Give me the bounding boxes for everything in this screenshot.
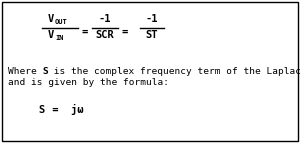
Text: -1: -1 bbox=[146, 14, 158, 24]
Text: V: V bbox=[48, 14, 54, 24]
Text: S: S bbox=[38, 105, 44, 115]
Text: ST: ST bbox=[146, 30, 158, 40]
Text: is the complex frequency term of the Laplace transform: is the complex frequency term of the Lap… bbox=[48, 67, 300, 76]
Text: =: = bbox=[122, 27, 128, 37]
Text: =: = bbox=[82, 27, 88, 37]
Text: OUT: OUT bbox=[55, 19, 68, 25]
Text: =  jω: = jω bbox=[46, 104, 83, 115]
Text: IN: IN bbox=[55, 35, 64, 41]
Text: -1: -1 bbox=[99, 14, 111, 24]
Text: S: S bbox=[42, 67, 48, 76]
Text: and is given by the formula:: and is given by the formula: bbox=[8, 78, 169, 87]
Text: Where: Where bbox=[8, 67, 43, 76]
Text: SCR: SCR bbox=[96, 30, 114, 40]
Text: V: V bbox=[48, 30, 54, 40]
